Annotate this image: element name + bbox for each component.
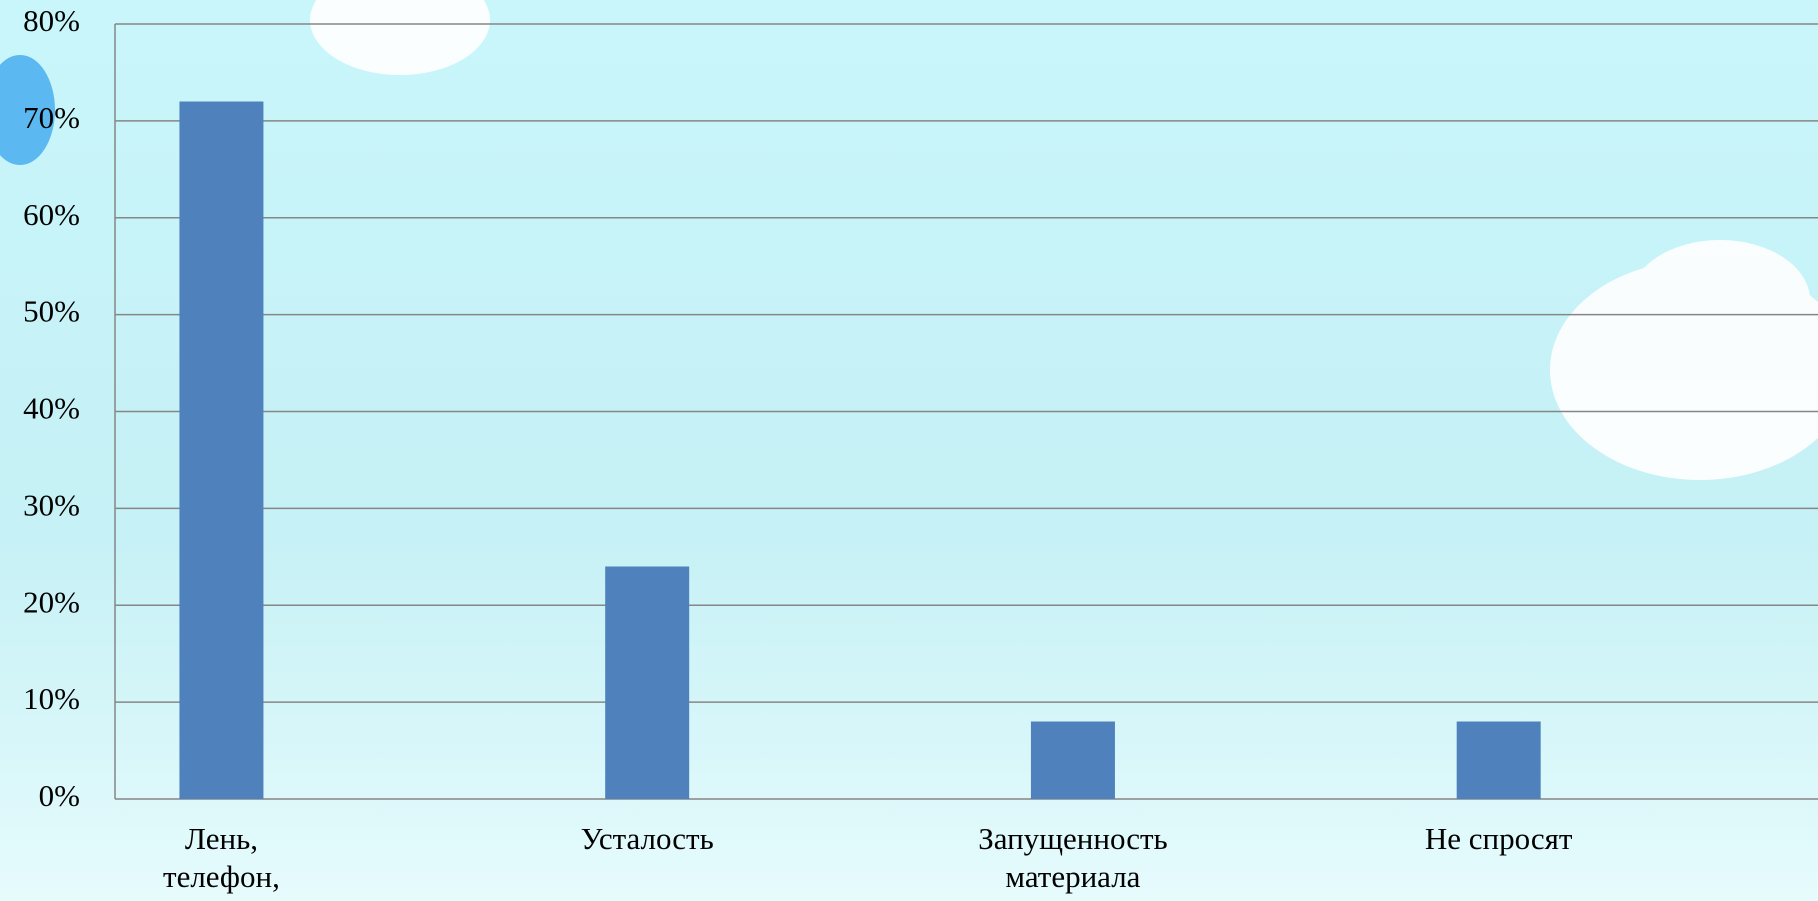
y-tick-label: 50%	[23, 294, 80, 329]
bar	[1456, 721, 1541, 799]
bar	[605, 566, 690, 799]
balloon	[0, 55, 55, 165]
y-tick-label: 70%	[23, 100, 80, 135]
y-tick-label: 80%	[23, 3, 80, 38]
bar	[1030, 721, 1115, 799]
decoration	[310, 0, 1818, 480]
x-tick-label: Не спросят	[1424, 821, 1573, 856]
y-tick-label: 40%	[23, 391, 80, 426]
y-tick-label: 0%	[39, 778, 80, 813]
y-tick-label: 60%	[23, 197, 80, 232]
y-tick-label: 20%	[23, 584, 80, 619]
x-tick-label: Запущенность материала	[978, 821, 1168, 894]
x-tick-label: Лень, телефон,	[163, 821, 280, 894]
bar	[179, 101, 264, 799]
y-tick-label: 30%	[23, 487, 80, 522]
y-tick-label: 10%	[23, 681, 80, 716]
x-tick-label: Усталость	[580, 821, 714, 856]
